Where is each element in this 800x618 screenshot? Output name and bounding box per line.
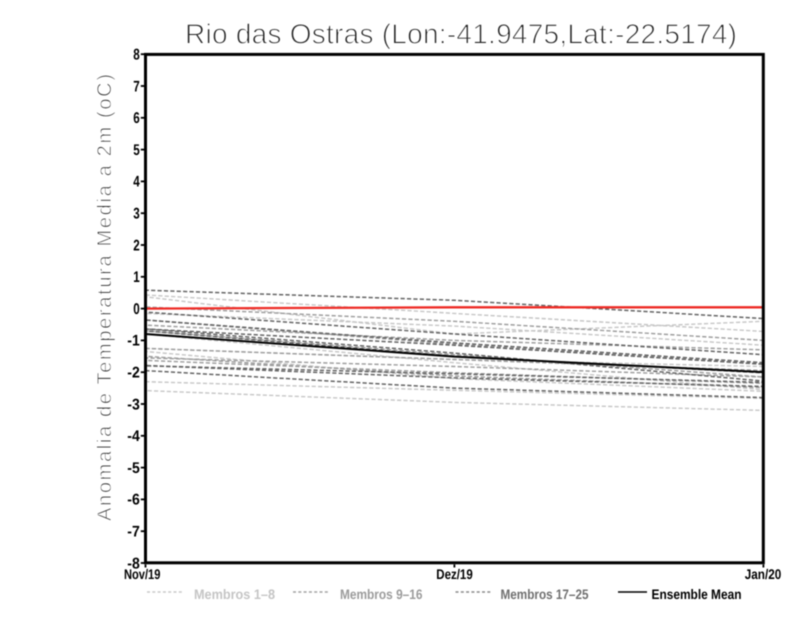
svg-text:7: 7 (133, 78, 140, 95)
svg-text:-7: -7 (127, 524, 140, 541)
svg-text:Anomalia de Temperatura Media: Anomalia de Temperatura Media a 2m (oC) (94, 74, 116, 521)
svg-text:Ensemble Mean: Ensemble Mean (652, 587, 742, 602)
svg-text:3: 3 (133, 206, 140, 223)
svg-text:1: 1 (133, 269, 140, 286)
svg-text:Membros 9–16: Membros 9–16 (340, 587, 423, 602)
svg-text:-5: -5 (127, 460, 140, 477)
svg-text:-4: -4 (127, 428, 140, 445)
svg-text:0: 0 (133, 301, 140, 318)
svg-text:-2: -2 (127, 365, 140, 382)
svg-text:2: 2 (133, 237, 140, 254)
svg-text:Nov/19: Nov/19 (124, 566, 161, 582)
svg-text:4: 4 (133, 174, 140, 191)
svg-text:8: 8 (133, 47, 140, 64)
svg-text:Rio das Ostras (Lon:-41.9475,L: Rio das Ostras (Lon:-41.9475,Lat:-22.517… (185, 19, 737, 50)
svg-text:-3: -3 (127, 396, 140, 413)
svg-text:6: 6 (133, 110, 140, 127)
svg-text:Jan/20: Jan/20 (745, 566, 782, 582)
svg-text:5: 5 (133, 142, 140, 159)
svg-text:-1: -1 (127, 333, 140, 350)
svg-text:Membros 1–8: Membros 1–8 (194, 587, 275, 602)
svg-text:-6: -6 (127, 492, 140, 509)
svg-text:-8: -8 (127, 555, 140, 572)
svg-text:Dez/19: Dez/19 (436, 566, 473, 582)
svg-text:Membros 17–25: Membros 17–25 (501, 587, 589, 602)
